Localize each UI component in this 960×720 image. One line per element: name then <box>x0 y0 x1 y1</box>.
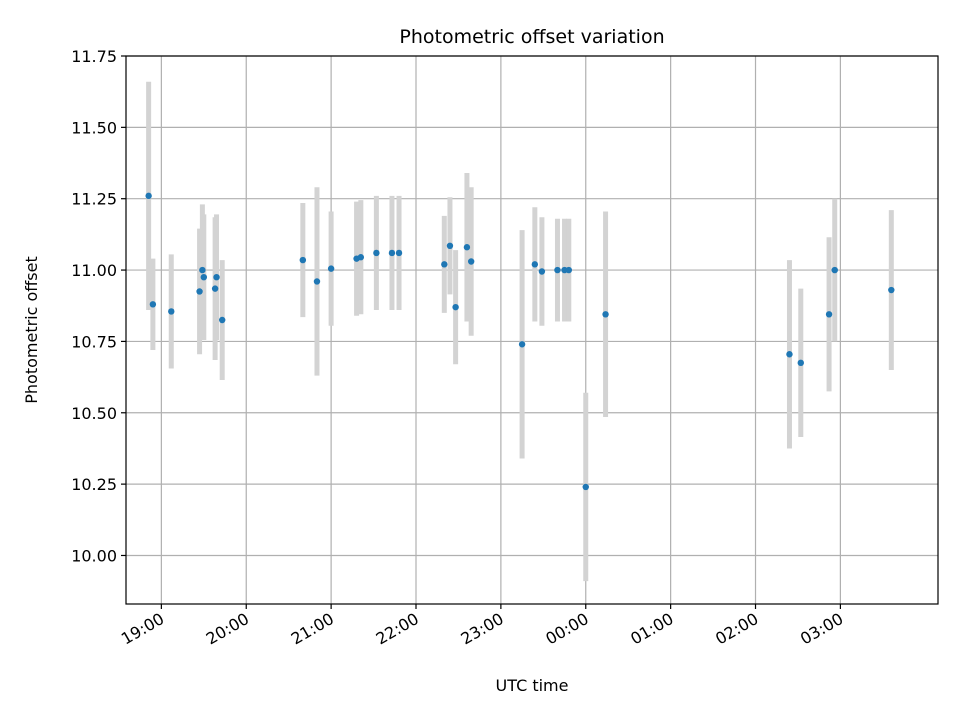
data-point <box>299 256 307 264</box>
y-tick-label: 11.50 <box>71 118 117 137</box>
data-point <box>825 311 833 318</box>
data-point <box>395 249 403 257</box>
data-point <box>446 242 454 250</box>
data-point <box>373 249 380 257</box>
data-point <box>211 285 219 292</box>
data-point <box>441 261 448 268</box>
data-point <box>199 266 206 274</box>
data-point <box>538 268 546 275</box>
data-point <box>518 341 526 348</box>
data-point <box>463 244 471 251</box>
x-axis-label: UTC time <box>496 676 569 695</box>
data-point <box>831 266 838 274</box>
y-tick-label: 11.75 <box>71 47 117 66</box>
data-point <box>786 351 793 358</box>
data-point <box>565 266 572 274</box>
plot-frame <box>125 55 939 605</box>
data-point <box>196 288 203 295</box>
data-point <box>168 308 175 315</box>
y-tick-label: 11.00 <box>71 261 117 280</box>
data-point <box>554 266 561 274</box>
y-tick-label: 11.25 <box>71 190 117 209</box>
y-axis-label: Photometric offset <box>22 256 41 404</box>
data-point <box>145 192 152 200</box>
data-point <box>582 483 589 491</box>
y-tick-label: 10.25 <box>71 475 117 494</box>
grid <box>126 55 938 604</box>
data-point <box>327 265 335 272</box>
data-point <box>200 273 208 281</box>
data-point <box>313 278 321 285</box>
y-tick-label: 10.00 <box>71 546 117 565</box>
data-point <box>213 273 220 281</box>
data-point <box>357 254 365 261</box>
y-axis-ticks: 10.00 10.25 10.50 10.75 11.00 11.25 11.50 11.75 <box>71 47 126 565</box>
data-point <box>888 286 895 294</box>
plot-area <box>126 56 938 604</box>
data-point <box>218 316 226 324</box>
y-tick-label: 10.50 <box>71 404 117 423</box>
data-point <box>452 303 459 311</box>
chart-title: Photometric offset variation <box>399 26 664 48</box>
data-point <box>602 311 609 318</box>
data-point <box>467 258 475 265</box>
data-points <box>145 192 895 491</box>
data-point <box>388 249 396 257</box>
data-point <box>797 359 804 367</box>
y-tick-label: 10.75 <box>71 332 117 351</box>
data-point <box>149 301 157 308</box>
data-point <box>531 261 539 268</box>
